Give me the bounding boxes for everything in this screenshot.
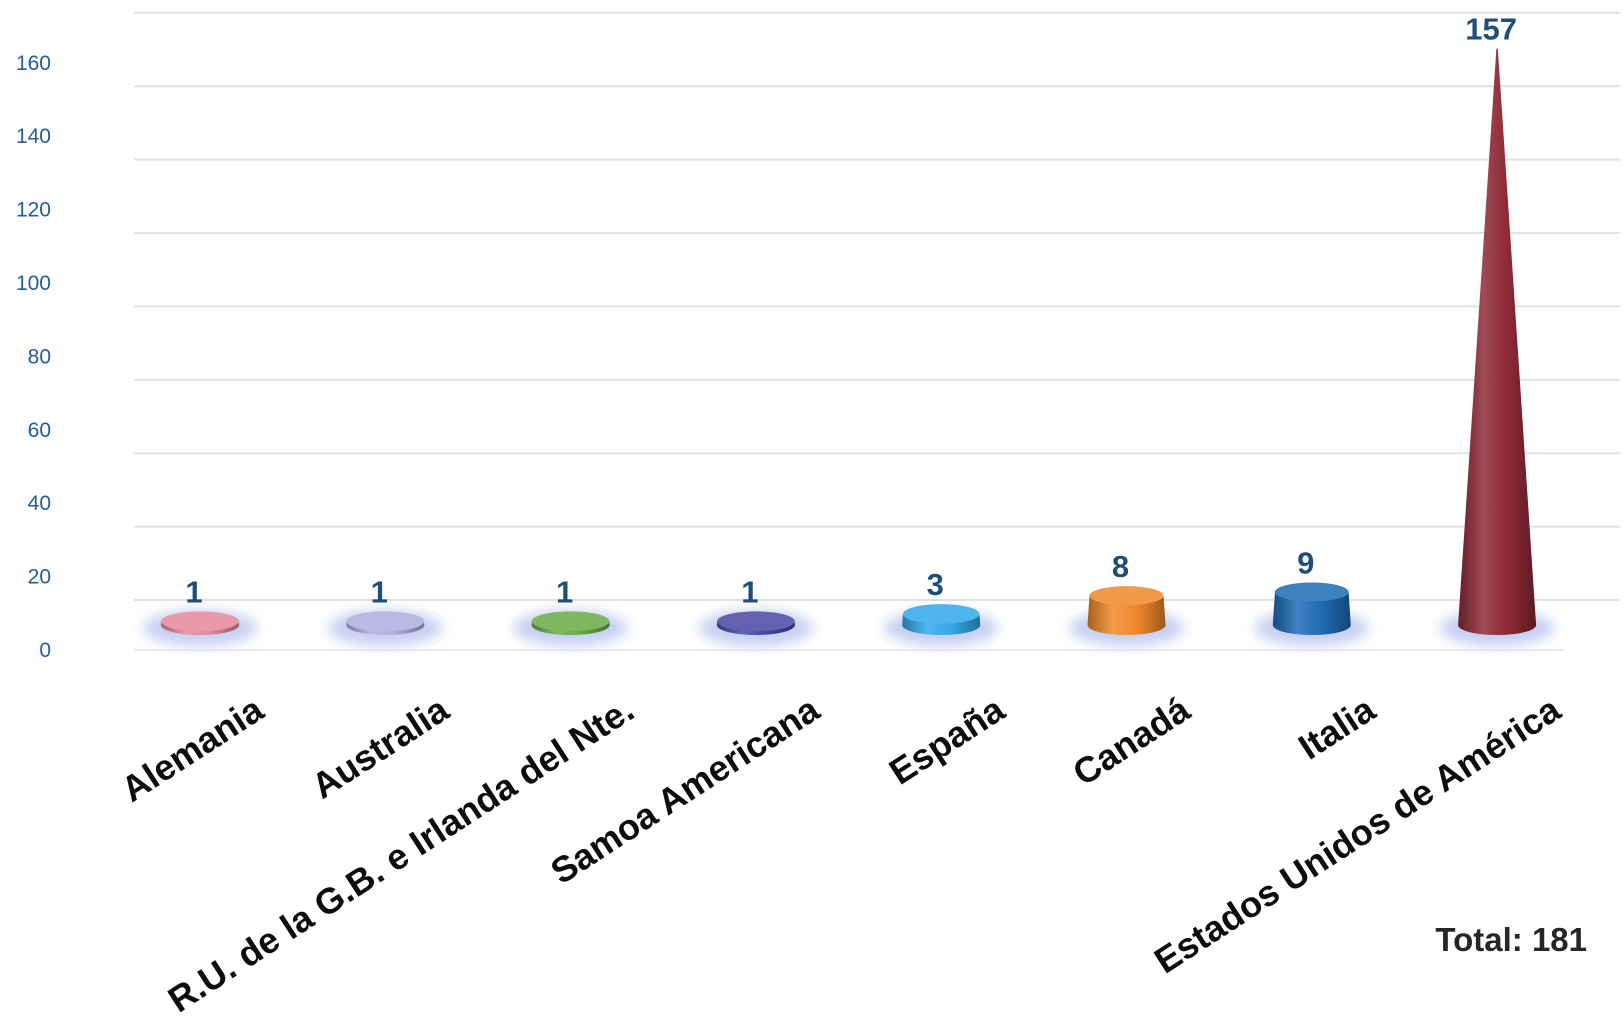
- bar: [884, 604, 999, 646]
- bar-top-face: [531, 611, 610, 632]
- data-label: 8: [1112, 549, 1129, 584]
- y-tick-label: 140: [16, 125, 51, 148]
- y-tick-label: 40: [28, 492, 51, 515]
- data-labels: 1 1 1 1 3 8 9 157: [185, 12, 1517, 610]
- bar-top-face: [902, 604, 980, 624]
- x-tick-label: Australia: [304, 688, 456, 807]
- y-tick-label: 80: [28, 345, 51, 368]
- bar: [143, 610, 257, 646]
- y-axis: 0 20 40 60 80 100 120 140 160: [16, 52, 51, 662]
- bar: [328, 610, 443, 646]
- bar-top-face: [346, 611, 425, 632]
- bar-top-face: [1089, 586, 1164, 606]
- bar-top-face: [161, 611, 239, 632]
- y-tick-label: 100: [16, 272, 51, 295]
- bar-body: [1272, 591, 1351, 635]
- y-tick-label: 120: [16, 199, 51, 222]
- data-label: 1: [741, 574, 758, 609]
- bar-body: [1087, 595, 1166, 635]
- data-label: 1: [185, 574, 202, 609]
- y-tick-label: 0: [39, 639, 51, 662]
- bar-top-face: [1274, 582, 1349, 602]
- x-tick-label: Italia: [1291, 688, 1383, 768]
- y-tick-label: 60: [28, 419, 51, 442]
- y-tick-label: 160: [16, 52, 51, 75]
- bar: [1254, 582, 1369, 646]
- data-label: 3: [927, 567, 944, 602]
- y-tick-label: 20: [28, 566, 51, 589]
- data-label: 9: [1297, 546, 1314, 581]
- gridlines: [134, 11, 1620, 651]
- x-tick-label: Alemania: [114, 688, 271, 810]
- bar: [513, 610, 628, 646]
- data-label: 1: [371, 574, 388, 609]
- bar: [1069, 586, 1184, 646]
- bars: [143, 48, 1555, 646]
- data-label: 1: [556, 574, 573, 609]
- total-label: Total: 181: [1435, 921, 1587, 958]
- bar-top-face: [717, 611, 795, 632]
- x-tick-label: España: [882, 688, 1013, 793]
- x-tick-label: Canadá: [1065, 688, 1197, 794]
- data-label: 157: [1465, 12, 1517, 47]
- bar-body: [1458, 48, 1537, 636]
- bar: [1440, 48, 1555, 646]
- bar: [698, 610, 813, 646]
